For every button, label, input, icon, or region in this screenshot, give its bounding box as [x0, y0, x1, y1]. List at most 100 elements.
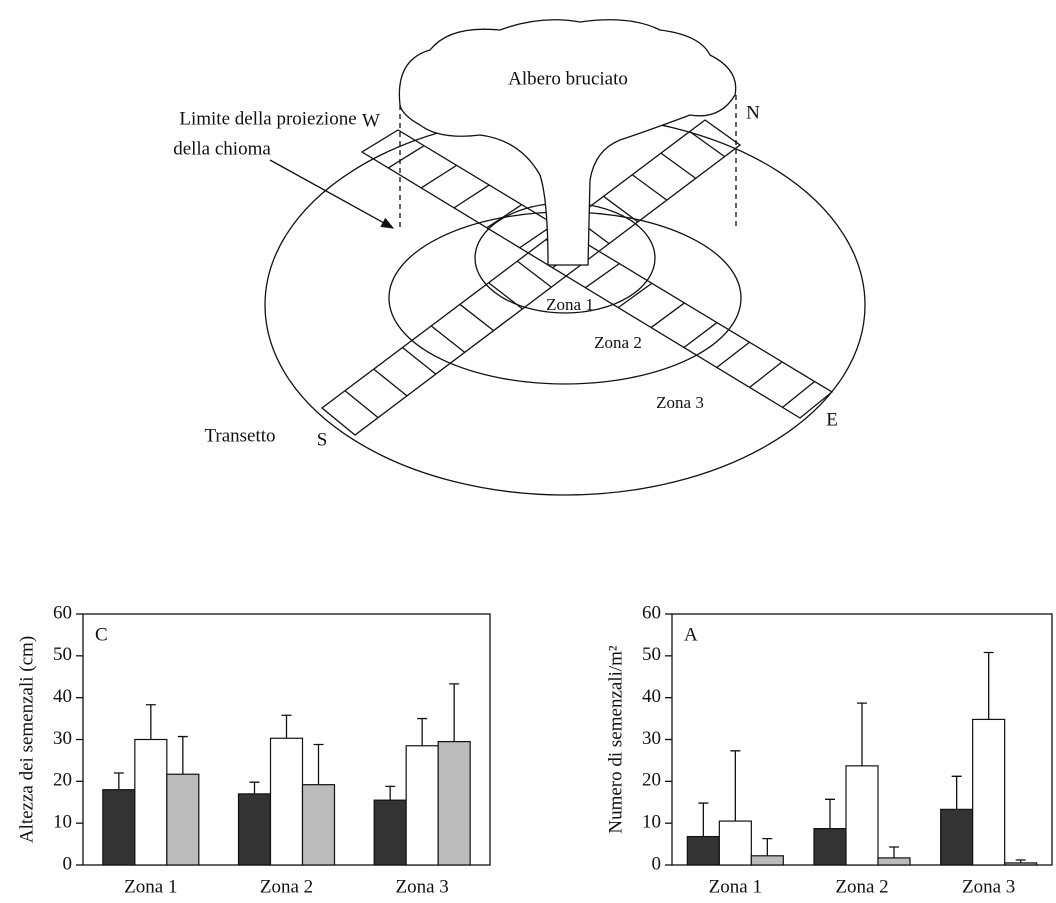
- transect-hatch: [486, 204, 523, 229]
- error-bar: [762, 837, 773, 856]
- transect-strip: [320, 119, 742, 436]
- south-label: S: [317, 429, 328, 450]
- tree: [398, 19, 737, 266]
- transect-hatch: [683, 322, 718, 349]
- transect-hatch: [516, 260, 552, 288]
- error-bar: [449, 683, 460, 742]
- error-bar: [857, 702, 867, 766]
- error-bar: [730, 750, 741, 822]
- y-tick-label: 0: [652, 853, 662, 874]
- bar: [972, 718, 1006, 866]
- bar: [1004, 862, 1038, 866]
- y-tick-label: 60: [642, 602, 661, 623]
- transect-hatch: [631, 174, 668, 201]
- x-tick-label: Zona 1: [709, 876, 762, 897]
- canopy-label: della chioma: [173, 138, 271, 159]
- bar: [813, 828, 847, 866]
- diagram: Albero bruciato Limite della proiezione …: [173, 19, 866, 496]
- error-bar: [1015, 859, 1026, 863]
- error-bar: [249, 781, 260, 794]
- transect-hatch: [603, 195, 639, 223]
- y-tick-label: 50: [53, 644, 72, 665]
- transect-label: Transetto: [204, 425, 275, 446]
- west-label: W: [362, 110, 380, 131]
- bar: [237, 793, 272, 866]
- zone-label: Zona 1: [546, 295, 594, 314]
- error-bar: [313, 743, 324, 785]
- y-tick-label: 10: [642, 812, 661, 833]
- north-label: N: [746, 102, 760, 123]
- transect-hatch: [689, 130, 725, 158]
- arrow: [269, 159, 395, 229]
- zone-label: Zona 2: [594, 333, 642, 352]
- error-bar: [177, 735, 188, 775]
- bar: [102, 789, 136, 866]
- y-tick-label: 20: [53, 770, 72, 791]
- y-tick-label: 40: [642, 686, 661, 707]
- bar: [405, 745, 439, 866]
- transect-hatch: [344, 390, 379, 419]
- transect-hatch: [373, 368, 408, 397]
- error-bar: [889, 846, 899, 858]
- transect-hatch: [488, 282, 523, 310]
- bar: [437, 740, 471, 866]
- transect-hatch: [617, 282, 653, 309]
- error-bar: [698, 802, 709, 837]
- error-bar: [281, 714, 292, 739]
- canopy-label: Limite della proiezione: [179, 108, 356, 129]
- x-tick-label: Zona 2: [835, 876, 888, 897]
- tree-label: Albero bruciato: [508, 68, 628, 89]
- y-tick-label: 30: [53, 728, 72, 749]
- transect-strip: [360, 129, 834, 419]
- y-tick-label: 50: [642, 644, 661, 665]
- transect-hatch: [387, 145, 425, 169]
- error-bar: [113, 772, 124, 790]
- y-axis-label: Numero di semenzali/m²: [605, 645, 626, 834]
- x-tick-label: Zona 3: [962, 876, 1015, 897]
- bar: [845, 765, 879, 866]
- panel-label: C: [95, 624, 108, 645]
- transect-hatch: [453, 184, 490, 209]
- transect-hatch: [716, 341, 750, 368]
- x-tick-label: Zona 2: [260, 876, 313, 897]
- bar: [134, 738, 168, 866]
- transect-hatch: [650, 302, 685, 329]
- transect-hatch: [420, 164, 457, 189]
- bar: [686, 835, 720, 866]
- zone-label: Zona 3: [656, 393, 704, 412]
- bar: [301, 784, 336, 866]
- error-bar: [145, 704, 156, 740]
- error-bar: [417, 717, 428, 746]
- transect-hatch: [660, 152, 697, 179]
- transect-hatch: [430, 325, 466, 353]
- bar: [269, 737, 304, 866]
- y-tick-label: 20: [642, 770, 661, 791]
- y-tick-label: 0: [63, 853, 73, 874]
- y-axis-label: Altezza dei semenzali (cm): [16, 636, 37, 843]
- bar: [166, 773, 200, 866]
- panel-label: A: [684, 624, 698, 645]
- x-tick-label: Zona 1: [124, 876, 177, 897]
- transect-hatch: [459, 303, 494, 332]
- error-bar: [983, 651, 994, 720]
- bar: [750, 855, 784, 866]
- error-bar: [825, 798, 835, 829]
- transect-hatch: [585, 263, 620, 289]
- transect-hatch: [749, 361, 783, 388]
- y-tick-label: 60: [53, 602, 72, 623]
- bar: [718, 820, 752, 866]
- error-bar: [385, 785, 396, 801]
- transect-hatch: [782, 381, 816, 408]
- y-tick-label: 30: [642, 728, 661, 749]
- y-tick-label: 10: [53, 812, 72, 833]
- east-label: E: [826, 409, 838, 430]
- error-bar: [951, 775, 962, 810]
- x-tick-label: Zona 3: [396, 876, 449, 897]
- bar: [373, 799, 407, 866]
- bar: [877, 857, 911, 866]
- transect-hatch: [402, 347, 437, 375]
- y-tick-label: 40: [53, 686, 72, 707]
- bar: [940, 808, 974, 866]
